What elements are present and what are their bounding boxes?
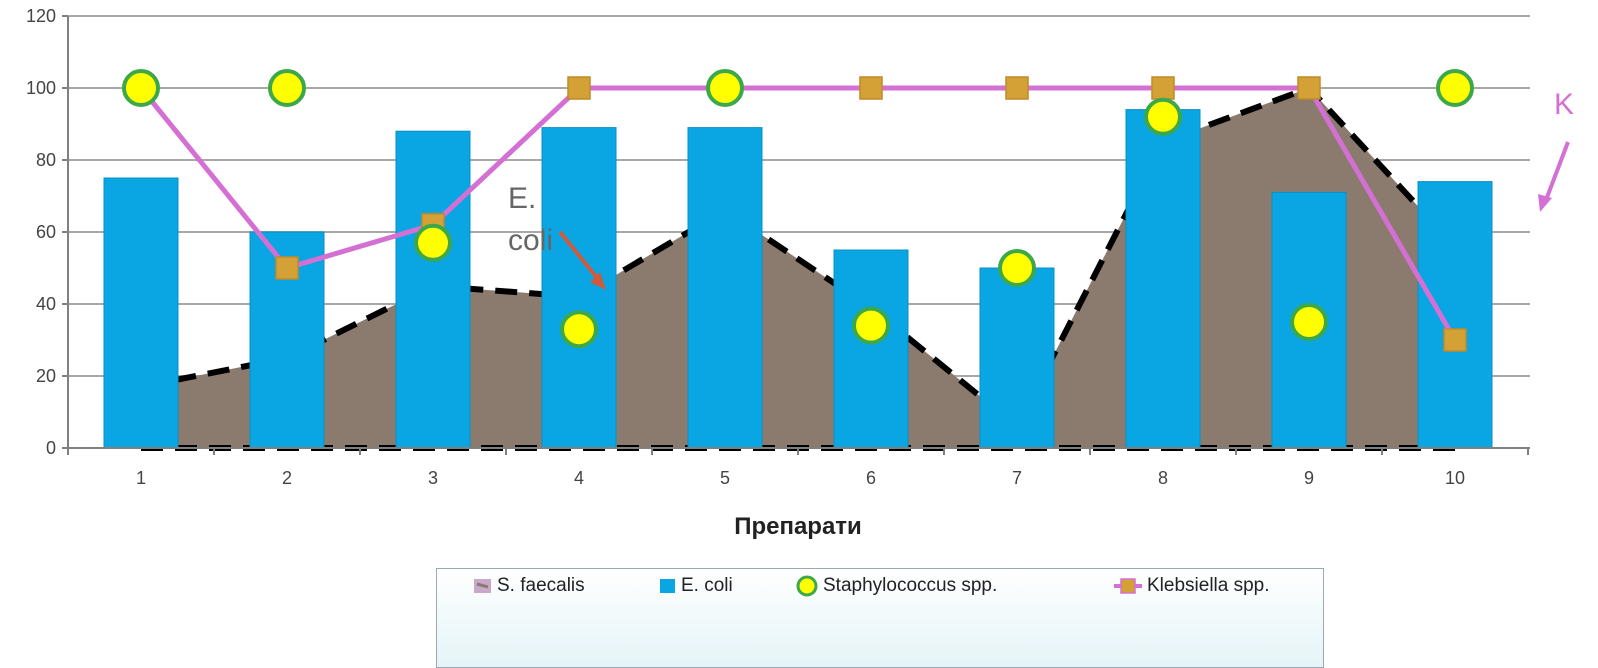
legend-swatch-e-coli [660,579,675,593]
legend-label-s-faecalis: S. faecalis [497,575,585,596]
y-tick-label: 100 [26,78,56,98]
point-staphylococcus [414,223,452,262]
x-axis-title: Препарати [734,513,862,540]
annotations: E. coli K [508,88,1574,290]
legend-swatch-s-faecalis [474,579,491,593]
scatter-series-layer [122,69,1474,349]
marker-klebsiella [1443,328,1467,352]
annotation-k-label: K [1554,88,1574,121]
x-tick-label: 1 [136,468,146,488]
legend-label-staphylococcus: Staphylococcus spp. [823,575,998,596]
x-tick-label: 4 [574,468,584,488]
annotation-e-coli-arrow [558,230,604,286]
annotation-e-coli-arrowhead [590,272,606,290]
legend-item-e-coli: E. coli [659,575,733,597]
area-s-faecalis [141,88,1455,448]
legend-label-e-coli: E. coli [681,575,733,596]
marker-klebsiella [1151,76,1175,100]
bar-e-coli [979,267,1055,449]
legend-item-staphylococcus: Staphylococcus spp. [795,575,997,597]
area-series-layer [140,84,1458,451]
x-tick-label: 8 [1158,468,1168,488]
legend-swatch-staphylococcus [796,575,818,597]
marker-klebsiella [1005,76,1029,100]
y-tick-label: 120 [26,6,56,26]
bar-e-coli [103,177,179,449]
area-outline-s-faecalis [140,84,1458,432]
x-tick-label: 5 [720,468,730,488]
point-staphylococcus [998,249,1036,287]
annotation-k-arrow [1544,141,1570,201]
point-staphylococcus [560,310,598,349]
point-staphylococcus [1436,69,1474,107]
point-staphylococcus [852,306,890,345]
marker-klebsiella [1297,76,1321,100]
point-staphylococcus [1290,303,1328,341]
legend-swatch-klebsiella [1114,578,1142,594]
y-tick-label: 60 [36,222,56,242]
x-tick-label: 9 [1304,468,1314,488]
line-klebsiella [139,85,1458,342]
y-tick-label: 0 [46,438,56,458]
point-staphylococcus [268,69,306,107]
legend-label-klebsiella: Klebsiella spp. [1147,575,1270,596]
annotation-e-coli-line2: coli [508,224,553,257]
x-tick-label: 2 [282,468,292,488]
annotation-k-arrowhead [1538,194,1552,212]
x-tick-label: 7 [1012,468,1022,488]
point-staphylococcus [122,69,160,107]
legend-item-s-faecalis: S. faecalis [473,575,585,597]
legend-item-klebsiella: Klebsiella spp. [1113,575,1270,597]
bar-e-coli [1417,181,1493,449]
bar-e-coli [1125,109,1201,449]
point-staphylococcus [706,69,744,107]
axes: 0 20 40 60 80 100 120 1 2 3 4 5 6 7 8 9 10 [26,6,1530,488]
legend: S. faecalis E. coli Staphylococcus spp. … [436,568,1324,668]
point-staphylococcus [1144,97,1182,136]
bar-e-coli [395,130,471,449]
marker-klebsiella [859,76,883,100]
marker-klebsiella [275,256,299,280]
x-tick-label: 6 [866,468,876,488]
bar-e-coli [833,249,909,449]
y-tick-label: 80 [36,150,56,170]
x-tick-label: 10 [1445,468,1465,488]
bar-e-coli [687,127,763,449]
y-tick-label: 40 [36,294,56,314]
annotation-e-coli-line1: E. [508,182,536,215]
marker-klebsiella [567,76,591,100]
y-tick-label: 20 [36,366,56,386]
x-tick-label: 3 [428,468,438,488]
